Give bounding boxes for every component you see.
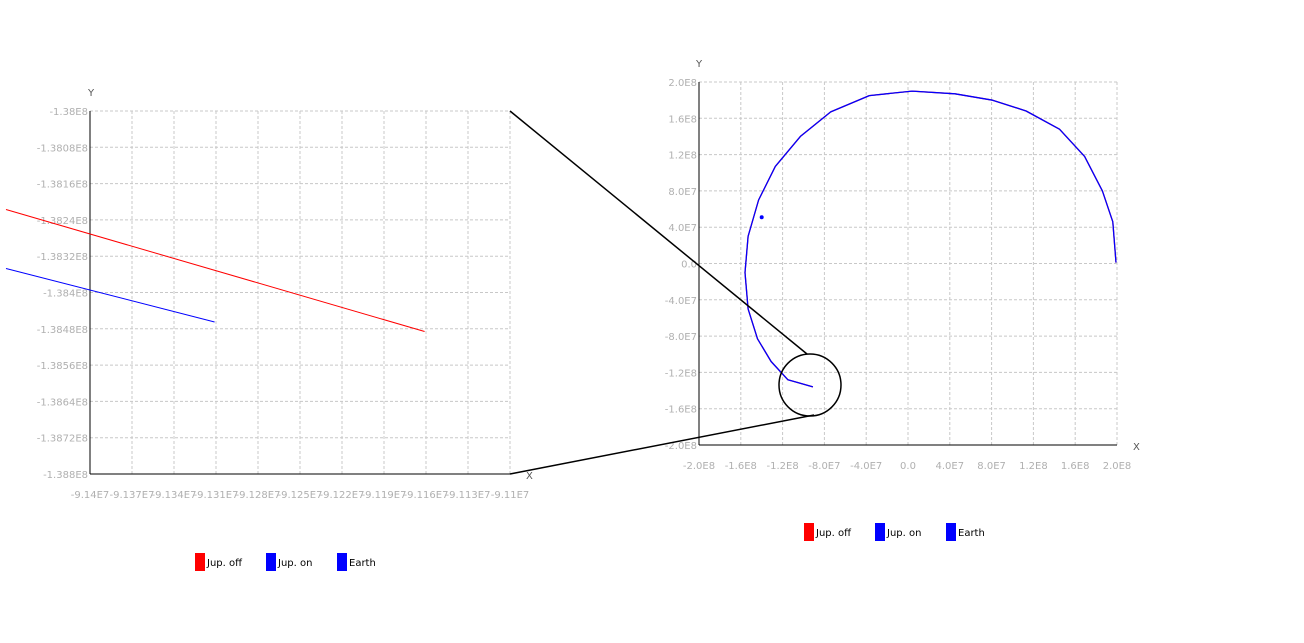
x-tick-label: -9.119E7	[362, 490, 407, 501]
y-tick-label: -1.38E8	[49, 107, 88, 118]
series-point-earth	[759, 215, 764, 220]
x-tick-label: -2.0E8	[683, 461, 715, 472]
connector-line-bottom	[509, 414, 815, 475]
x-tick-label: -1.2E8	[766, 461, 798, 472]
zoomed-chart: -9.14E7 -9.137E7-9.134E7-9.131E7-9.128E7-…	[5, 88, 533, 571]
x-tick-label: -1.6E8	[725, 461, 757, 472]
y-tick-label: 2.0E8	[668, 78, 697, 89]
series-line-jup-off	[5, 209, 425, 332]
x-tick-label: -9.116E7	[404, 490, 449, 501]
legend-label: Jup. off	[206, 558, 243, 569]
legend-label: Earth	[349, 558, 376, 569]
y-tick-label: 4.0E7	[668, 223, 697, 234]
zoom-indicator	[509, 110, 842, 475]
x-tick-label: -9.134E7	[152, 490, 197, 501]
x-tick-label: -9.122E7	[320, 490, 365, 501]
y-tick-label: -1.388E8	[43, 470, 88, 481]
zoom-circle	[778, 353, 842, 417]
y-axis-title: Y	[87, 88, 95, 99]
connector-line-top	[509, 110, 808, 355]
y-tick-label: -1.3872E8	[37, 434, 88, 445]
x-tick-label: 2.0E8	[1103, 461, 1132, 472]
y-tick-label: -1.3848E8	[37, 325, 88, 336]
y-tick-label: -1.3816E8	[37, 180, 88, 191]
legend-swatch-1	[266, 553, 276, 571]
y-tick-label: -4.0E7	[665, 296, 697, 307]
y-tick-label: -1.6E8	[665, 405, 697, 416]
y-tick-label: -1.2E8	[665, 368, 697, 379]
y-tick-label: -1.3856E8	[37, 361, 88, 372]
x-tick-label: -9.113E7	[446, 490, 491, 501]
y-tick-label: 1.2E8	[668, 151, 697, 162]
x-tick-label: -4.0E7	[850, 461, 882, 472]
legend-swatch-2	[337, 553, 347, 571]
x-tick-label: 4.0E7	[936, 461, 965, 472]
x-tick-label: 1.6E8	[1061, 461, 1090, 472]
y-tick-label: -1.3824E8	[37, 216, 88, 227]
orbit-chart: -2.0E8 -1.6E8 -1.2E8 -8.0E7 -4.0E7 0.0 4.0E7 8.…	[665, 59, 1140, 541]
x-tick-label: -9.14E7	[71, 490, 110, 501]
y-tick-label: 0.0	[681, 260, 697, 271]
legend-swatch-0	[195, 553, 205, 571]
y-axis-title: Y	[695, 59, 703, 70]
x-tick-label: -8.0E7	[808, 461, 840, 472]
legend-swatch-1	[875, 523, 885, 541]
x-tick-label: -9.131E7	[194, 490, 239, 501]
legend-swatch-2	[946, 523, 956, 541]
y-tick-label: 8.0E7	[668, 187, 697, 198]
x-tick-label: -9.11E7	[491, 490, 530, 501]
series-line-jup-on	[744, 90, 1117, 388]
y-tick-label: 1.6E8	[668, 114, 697, 125]
y-tick-label: -2.0E8	[665, 441, 697, 452]
legend-label: Jup. off	[815, 528, 852, 539]
x-tick-label: -9.137E7	[110, 490, 155, 501]
legend-swatch-0	[804, 523, 814, 541]
x-tick-label: 1.2E8	[1019, 461, 1048, 472]
x-axis-title: X	[1133, 442, 1140, 453]
y-tick-label: -1.3808E8	[37, 143, 88, 154]
series-line-jup-on	[5, 268, 215, 323]
legend-label: Earth	[958, 528, 985, 539]
y-tick-label: -8.0E7	[665, 332, 697, 343]
legend-label: Jup. on	[886, 528, 921, 539]
legend-label: Jup. on	[277, 558, 312, 569]
x-tick-label: 0.0	[900, 461, 916, 472]
x-tick-label: -9.125E7	[278, 490, 323, 501]
x-axis-title: X	[526, 471, 533, 482]
x-tick-label: -9.128E7	[236, 490, 281, 501]
x-tick-label: 8.0E7	[977, 461, 1006, 472]
y-tick-label: -1.384E8	[43, 289, 88, 300]
y-tick-label: -1.3864E8	[37, 397, 88, 408]
y-tick-label: -1.3832E8	[37, 252, 88, 263]
